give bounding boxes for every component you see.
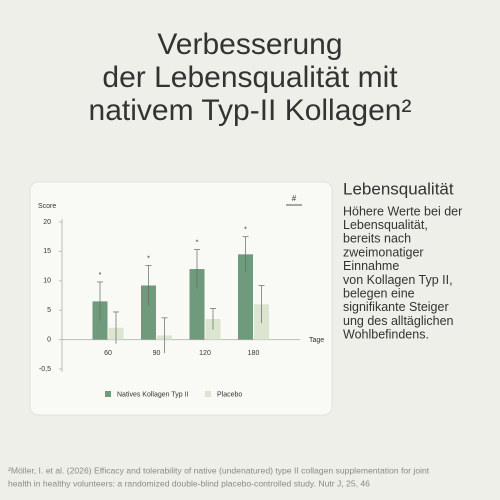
x-axis-label: Tage [309, 337, 324, 344]
footnote: ²Möller, I. et al. (2026) Efficacy and t… [8, 465, 430, 475]
bar [189, 269, 205, 340]
title-line: der Lebensqualität mit [102, 61, 398, 94]
side-heading: Lebensqualität [343, 179, 454, 198]
side-text: bereits nach [343, 232, 411, 246]
y-tick-label: -0,5 [39, 366, 51, 373]
side-text: Wohlbefindens. [343, 328, 429, 342]
side-text: Höhere Werte bei der [343, 204, 462, 218]
side-text: zweimonatiger [343, 245, 424, 259]
significance-marker: * [147, 255, 150, 262]
side-text: von Kollagen Typ II, [343, 273, 453, 287]
significance-marker: * [99, 272, 102, 279]
x-tick-label: 60 [104, 350, 112, 357]
y-tick-label: 5 [47, 307, 51, 314]
legend-label: Placebo [217, 391, 242, 398]
significance-marker: * [244, 227, 247, 234]
bar [141, 285, 156, 340]
x-tick-label: 180 [248, 350, 260, 357]
title-line: Verbesserung [157, 28, 342, 61]
legend-label: Natives Kollagen Typ II [117, 391, 189, 398]
chart-card [29, 181, 333, 416]
significance-marker: * [196, 239, 199, 246]
note-symbol: # [292, 194, 297, 203]
y-tick-label: 15 [43, 248, 51, 255]
y-tick-label: 10 [43, 278, 51, 285]
bar [238, 254, 253, 340]
side-text: ung des alltäglichen [343, 314, 454, 328]
side-text: Lebensqualität, [343, 218, 428, 232]
legend-swatch [105, 391, 111, 397]
y-tick-label: 20 [43, 219, 51, 226]
y-tick-label: 0 [47, 336, 51, 343]
legend-swatch [205, 391, 211, 397]
side-text: belegen eine [343, 286, 415, 300]
y-axis-label: Score [38, 203, 56, 210]
footnote: health in healthy volunteers: a randomiz… [8, 478, 370, 488]
side-text: signifikante Steiger [343, 300, 449, 314]
side-text: Einnahme [343, 259, 399, 273]
x-tick-label: 90 [153, 350, 161, 357]
x-tick-label: 120 [199, 350, 211, 357]
title-line: nativem Typ-II Kollagen² [89, 94, 412, 127]
